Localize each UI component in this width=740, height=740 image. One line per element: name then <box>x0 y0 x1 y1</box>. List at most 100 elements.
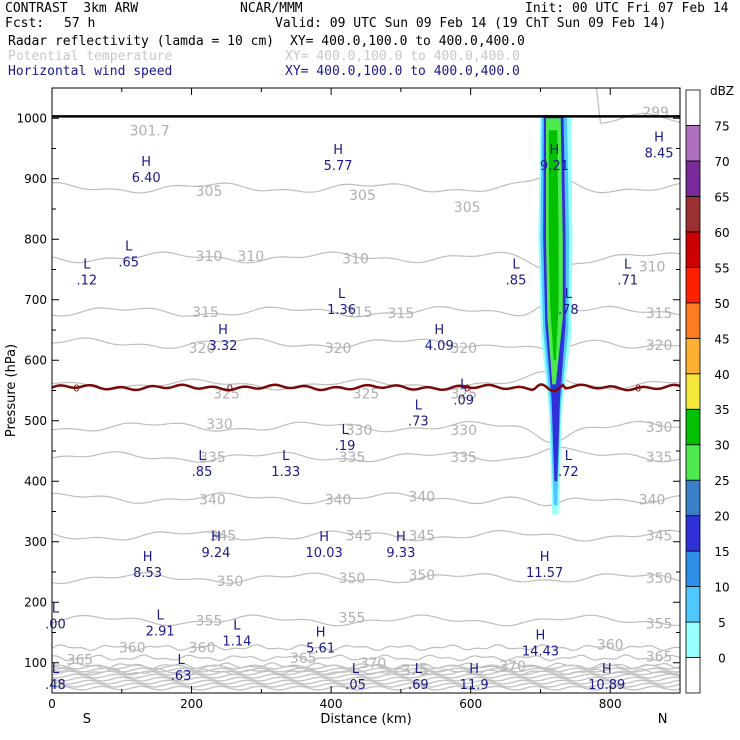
theta-isentrope-line <box>52 614 680 627</box>
colorbar-swatch <box>685 89 701 126</box>
freezing-level-layer: 0 0 0 0 <box>51 383 681 394</box>
theta-isentrope-line <box>52 654 680 662</box>
theta-label: 315 <box>346 305 373 321</box>
theta-isentrope-line <box>52 529 680 542</box>
forecast-hour: 57 h <box>64 16 96 31</box>
theta-label: 310 <box>237 249 264 265</box>
colorbar-tick-label: 40 <box>714 368 729 382</box>
wind-extremum-type: H <box>434 323 444 338</box>
theta-label: 335 <box>450 450 477 466</box>
colorbar-swatch <box>685 408 701 446</box>
colorbar-swatch <box>685 515 701 552</box>
wind-extremum-value: .12 <box>77 274 98 289</box>
colorbar-tick-label: 15 <box>714 545 729 559</box>
colorbar-swatch <box>685 160 701 197</box>
colorbar-tick-label: 10 <box>714 581 729 595</box>
freezing-level-label: 0 <box>227 383 233 394</box>
wind-extremum-type: L <box>352 662 360 677</box>
theta-label: 335 <box>339 450 366 466</box>
reflectivity-contour-fill <box>548 130 559 361</box>
wind-extremum-value: .19 <box>335 439 356 454</box>
field-reflectivity-name: Radar reflectivity (lamda = 10 cm) <box>8 34 275 49</box>
theta-label: 350 <box>339 571 366 587</box>
colorbar-tick-label: 70 <box>714 155 729 169</box>
theta-label: 320 <box>325 341 352 357</box>
theta-label: 345 <box>408 529 435 545</box>
theta-label: 310 <box>639 259 666 275</box>
wind-extremum-type: H <box>536 629 546 644</box>
theta-label: 350 <box>646 571 673 587</box>
wind-extremum-value: 1.14 <box>222 634 251 649</box>
wind-extremum-type: H <box>316 626 326 641</box>
wind-extremum-type: H <box>319 530 329 545</box>
wind-extremum-type: H <box>469 662 479 677</box>
wind-extremum-value: 14.43 <box>522 645 559 660</box>
theta-label: 340 <box>199 492 226 508</box>
wind-extremum-value: .00 <box>45 617 66 632</box>
theta-isentrope-line <box>52 492 680 507</box>
wind-extremum-type: H <box>141 155 151 170</box>
theta-label: 315 <box>192 305 219 321</box>
x-tick-label: 800 <box>599 697 622 711</box>
wind-extremum-type: L <box>415 662 423 677</box>
wind-extremum-type: L <box>565 287 573 302</box>
wind-extremum-value: 1.33 <box>271 465 300 480</box>
theta-label: 305 <box>196 184 223 200</box>
y-tick-label: 600 <box>24 353 47 367</box>
colorbar-tick-label: 25 <box>714 474 729 488</box>
wind-extremum-type: L <box>125 240 133 255</box>
colorbar-swatch <box>685 586 701 623</box>
theta-label: 355 <box>339 610 366 626</box>
y-tick-label: 800 <box>24 232 47 246</box>
theta-label: 345 <box>646 529 673 545</box>
field-reflectivity-xy: XY= 400.0,100.0 to 400.0,400.0 <box>290 34 525 49</box>
wind-extremum-type: H <box>654 131 664 146</box>
theta-isentrope-line <box>52 572 680 585</box>
wind-extremum-value: 9.24 <box>202 546 231 561</box>
x-end-label-south: S <box>83 712 91 727</box>
theta-label: 340 <box>408 489 435 505</box>
theta-label: 330 <box>346 423 373 439</box>
wind-extremum-type: L <box>157 609 165 624</box>
wind-extremum-value: 5.61 <box>306 642 335 657</box>
wind-extremum-type: L <box>177 653 185 668</box>
x-tick-label: 400 <box>320 697 343 711</box>
colorbar-tick-label: 50 <box>714 297 729 311</box>
colorbar-tick-label: 45 <box>714 332 729 346</box>
y-axis-label: Pressure (hPa) <box>4 344 19 437</box>
field-theta-name: Potential temperature <box>8 49 173 64</box>
wind-extremum-type: H <box>602 662 612 677</box>
wind-extremum-type: L <box>624 258 632 273</box>
forecast-label: Fcst: <box>5 16 45 31</box>
theta-label: 375 <box>401 663 428 679</box>
theta-label: 310 <box>342 252 369 268</box>
colorbar-tick-label: 55 <box>714 261 729 275</box>
theta-label: 315 <box>388 306 415 322</box>
wind-extremum-type: L <box>198 449 206 464</box>
wind-extremum-value: .85 <box>192 465 213 480</box>
wind-extremum-value: 11.9 <box>460 678 489 693</box>
colorbar-swatch <box>685 373 701 410</box>
theta-label: 345 <box>210 529 237 545</box>
theta-isentrope-upper-line <box>52 682 680 688</box>
theta-label: 320 <box>450 341 477 357</box>
wind-extremum-value: 3.32 <box>208 339 237 354</box>
theta-label: 340 <box>325 492 352 508</box>
wind-extremum-value: .78 <box>558 303 579 318</box>
y-tick-label: 300 <box>24 535 47 549</box>
wind-extremum-value: 10.89 <box>588 678 625 693</box>
wind-extremum-value: 11.57 <box>526 566 563 581</box>
y-tick-label: 700 <box>24 293 47 307</box>
colorbar-swatch <box>685 444 701 481</box>
wind-extremum-type: H <box>211 530 221 545</box>
theta-isentrope-upper-line <box>52 676 680 682</box>
axes-layer: 100 200 300 400 500 600 700 800 900 1000 0 200 400 60… <box>4 87 681 727</box>
theta-label: 301.7 <box>130 123 170 139</box>
y-tick-label: 1000 <box>16 111 47 125</box>
theta-label: 370 <box>360 656 387 672</box>
wind-extremum-type: L <box>233 618 241 633</box>
y-tick-label: 100 <box>24 656 47 670</box>
institute-label: NCAR/MMM <box>240 1 303 16</box>
